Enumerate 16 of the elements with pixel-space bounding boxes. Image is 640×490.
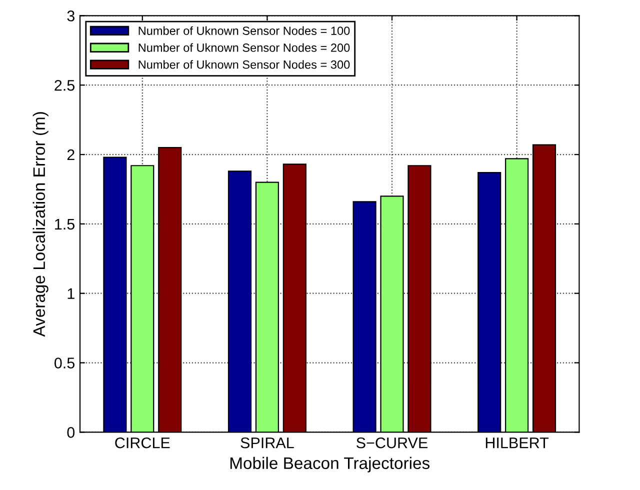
y-tick-label: 2: [67, 149, 74, 160]
x-axis-title: Mobile Beacon Trajectories: [230, 456, 430, 472]
legend-label: Number of Uknown Sensor Nodes = 100: [138, 26, 350, 35]
legend-label: Number of Uknown Sensor Nodes = 200: [138, 43, 350, 52]
y-tick-label: 0: [67, 427, 75, 438]
y-tick-label: 1: [68, 288, 74, 299]
legend-label: Number of Uknown Sensor Nodes = 300: [138, 60, 350, 69]
x-tick-label: CIRCLE: [115, 437, 170, 448]
x-tick-label: HILBERT: [486, 438, 549, 448]
y-tick-label: 0.5: [54, 358, 74, 368]
y-tick-label: 1.5: [55, 218, 74, 230]
y-tick-label: 2.5: [54, 80, 74, 91]
y-tick-label: 3: [67, 10, 74, 22]
y-axis-title: Average Localization Error (m): [32, 112, 48, 337]
x-tick-label: S−CURVE: [356, 437, 428, 448]
x-tick-label: SPIRAL: [240, 437, 294, 448]
